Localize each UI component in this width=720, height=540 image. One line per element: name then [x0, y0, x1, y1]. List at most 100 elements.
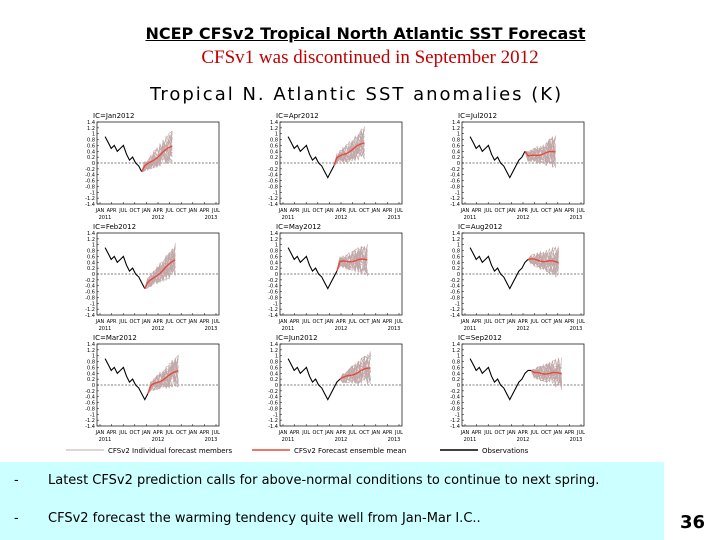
y-tick-label: 0.6	[270, 254, 278, 260]
y-tick-label: -1	[90, 412, 95, 418]
y-tick-label: -1.2	[450, 307, 460, 313]
x-tick-label: APR	[564, 208, 574, 214]
y-tick-label: 0.4	[452, 149, 460, 155]
y-tick-label: -0.4	[85, 395, 95, 401]
x-tick-label: APR	[336, 430, 346, 436]
y-tick-label: -1	[273, 412, 278, 418]
y-tick-label: 0.6	[87, 254, 95, 260]
y-tick-label: 1.2	[452, 237, 460, 243]
y-tick-label: 0.2	[452, 377, 460, 383]
x-tick-label: JAN	[553, 430, 563, 436]
y-tick-label: 0.2	[270, 266, 278, 272]
summary-box: - Latest CFSv2 prediction calls for abov…	[0, 462, 664, 540]
x-tick-label: JAN	[460, 319, 470, 325]
x-tick-label: JUL	[118, 319, 127, 325]
x-year-label: 2013	[205, 215, 218, 221]
y-tick-label: -0.8	[85, 295, 95, 301]
y-tick-label: 0.6	[270, 143, 278, 149]
y-tick-label: -0.8	[450, 406, 460, 412]
forecast-member-line	[144, 247, 176, 289]
legend-label: Observations	[482, 447, 529, 455]
panel-ic-label: IC=May2012	[276, 223, 321, 231]
y-tick-label: -0.6	[268, 401, 278, 407]
y-tick-label: -0.2	[268, 389, 278, 395]
y-tick-label: 0.4	[270, 149, 278, 155]
x-tick-label: APR	[472, 319, 482, 325]
panel-ic-label: IC=Mar2012	[93, 334, 137, 342]
x-tick-label: OCT	[541, 208, 552, 214]
x-year-label: 2013	[205, 326, 218, 332]
slide-title: NCEP CFSv2 Tropical North Atlantic SST F…	[145, 24, 586, 43]
forecast-panel: IC=Apr20121.41.210.80.60.40.20-0.2-0.4-0…	[268, 112, 403, 221]
observations-line	[287, 358, 341, 401]
y-tick-label: 0.6	[87, 365, 95, 371]
figure-title: Tropical N. Atlantic SST anomalies (K)	[150, 84, 564, 105]
ensemble-mean-line	[524, 150, 556, 157]
y-tick-label: 0.4	[87, 260, 95, 266]
y-tick-label: 0	[92, 161, 95, 167]
y-tick-label: -0.2	[85, 389, 95, 395]
x-tick-label: JUL	[165, 319, 174, 325]
x-tick-label: JAN	[506, 430, 516, 436]
y-tick-label: -0.4	[85, 173, 95, 179]
x-tick-label: OCT	[359, 208, 370, 214]
y-tick-label: -0.8	[268, 295, 278, 301]
x-tick-label: JAN	[460, 208, 470, 214]
x-year-label: 2012	[335, 437, 348, 443]
x-year-label: 2013	[388, 437, 401, 443]
x-tick-label: OCT	[495, 430, 506, 436]
x-tick-label: JAN	[141, 319, 151, 325]
y-tick-label: 0.8	[452, 138, 460, 144]
observations-line	[104, 247, 146, 289]
x-year-label: 2012	[335, 215, 348, 221]
x-tick-label: JAN	[188, 319, 198, 325]
y-tick-label: 0.8	[270, 360, 278, 366]
y-tick-label: -0.8	[268, 184, 278, 190]
y-tick-label: 1	[92, 354, 95, 360]
y-tick-label: -0.8	[85, 184, 95, 190]
y-tick-label: -1.4	[268, 424, 278, 430]
forecast-member-line	[527, 248, 559, 265]
x-tick-label: JAN	[506, 208, 516, 214]
x-tick-label: APR	[472, 208, 482, 214]
x-year-label: 2012	[517, 437, 530, 443]
x-tick-label: JAN	[95, 430, 105, 436]
y-tick-label: -1.4	[85, 202, 95, 208]
y-tick-label: -1.4	[85, 313, 95, 319]
ensemble-mean-line	[144, 259, 176, 289]
x-year-label: 2011	[99, 437, 112, 443]
x-tick-label: JAN	[188, 208, 198, 214]
forecast-panel: IC=Jun20121.41.210.80.60.40.20-0.2-0.4-0…	[268, 334, 403, 443]
y-tick-label: -1	[455, 301, 460, 307]
forecast-member-line	[333, 142, 365, 167]
x-tick-label: JAN	[324, 208, 334, 214]
y-tick-label: -0.8	[85, 406, 95, 412]
forecast-member-line	[144, 258, 176, 289]
y-tick-label: 1.2	[270, 126, 278, 132]
y-tick-label: 0.2	[452, 155, 460, 161]
forecast-member-line	[527, 249, 559, 273]
y-tick-label: -0.6	[450, 179, 460, 185]
panel-ic-label: IC=Jun2012	[276, 334, 318, 342]
x-tick-label: OCT	[313, 430, 324, 436]
x-tick-label: JUL	[483, 319, 492, 325]
y-tick-label: -0.6	[450, 290, 460, 296]
forecast-member-line	[336, 246, 368, 277]
x-tick-label: APR	[199, 208, 209, 214]
x-tick-label: OCT	[176, 208, 187, 214]
y-tick-label: 1	[92, 243, 95, 249]
panel-ic-label: IC=Jan2012	[93, 112, 134, 120]
x-tick-label: JAN	[278, 319, 288, 325]
x-year-label: 2011	[464, 326, 477, 332]
x-tick-label: APR	[382, 208, 392, 214]
y-tick-label: -0.4	[268, 284, 278, 290]
y-tick-label: 1.2	[270, 348, 278, 354]
x-tick-label: OCT	[130, 430, 141, 436]
forecast-member-line	[141, 151, 173, 172]
y-tick-label: 0.6	[87, 143, 95, 149]
x-tick-label: JUL	[165, 208, 174, 214]
y-tick-label: 0.4	[270, 371, 278, 377]
x-tick-label: JUL	[530, 319, 539, 325]
y-tick-label: 0	[92, 383, 95, 389]
y-tick-label: -0.4	[268, 395, 278, 401]
